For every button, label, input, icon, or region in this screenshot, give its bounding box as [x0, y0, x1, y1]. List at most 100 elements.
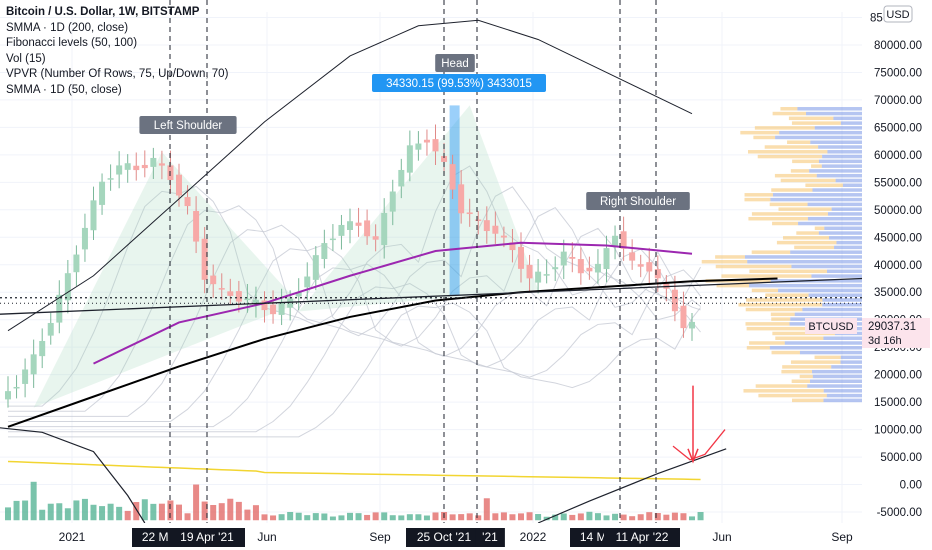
volume-bar	[184, 513, 191, 521]
vpvr-down-bar	[818, 231, 862, 235]
vpvr-down-bar	[770, 197, 862, 202]
legend-line-symbol[interactable]: Bitcoin / U.S. Dollar, 1W, BITSTAMP	[6, 6, 200, 18]
volume-bar	[312, 513, 319, 521]
left-shoulder-zone	[33, 152, 299, 408]
y-tick-label: 35000.00	[874, 287, 922, 299]
vpvr-up-bar	[745, 322, 790, 326]
vpvr-up-bar	[744, 197, 771, 202]
volume-bar	[671, 512, 678, 521]
candle-body	[244, 298, 251, 301]
vpvr-down-bar	[790, 250, 862, 254]
volume-bar	[56, 503, 63, 521]
vpvr-up-bar	[749, 269, 827, 274]
volume-bar	[321, 513, 328, 521]
vpvr-down-bar	[826, 393, 862, 398]
vpvr-up-bar	[805, 183, 843, 188]
volume-bar	[466, 513, 473, 521]
candle-body	[466, 212, 473, 215]
vpvr-down-bar	[772, 193, 862, 197]
vpvr-up-bar	[746, 346, 770, 350]
vpvr-up-bar	[740, 130, 780, 135]
candle-body	[22, 369, 29, 384]
y-tick-label: -5000.00	[877, 507, 922, 519]
vpvr-down-bar	[827, 212, 862, 216]
volume-bar	[227, 498, 234, 521]
vpvr-up-bar	[782, 365, 832, 369]
right-shoulder-label: Right Shoulder	[600, 196, 676, 208]
volume-bar	[526, 512, 533, 521]
candle-body	[176, 174, 182, 196]
x-tick-label: 2021	[59, 530, 86, 544]
candle-body	[99, 181, 106, 205]
volume-bar	[13, 500, 20, 521]
volume-bar	[381, 512, 388, 521]
volume-bar	[603, 515, 610, 521]
volume-bar	[475, 515, 482, 521]
candle-body	[210, 275, 217, 285]
left-shoulder-label: Left Shoulder	[154, 120, 223, 132]
volume-bar	[73, 500, 80, 521]
vpvr-up-bar	[791, 121, 841, 125]
vpvr-up-bar	[771, 188, 813, 192]
volume-bar	[355, 513, 362, 521]
y-tick-label: 45000.00	[874, 232, 922, 244]
ma-ribbon-line	[8, 302, 701, 438]
vpvr-down-bar	[806, 111, 862, 116]
volume-bar	[107, 503, 114, 521]
volume-bar	[483, 498, 490, 521]
vpvr-down-bar	[812, 369, 862, 374]
currency-badge-bg[interactable]	[883, 5, 913, 23]
vpvr-up-bar	[743, 389, 824, 393]
vpvr-down-bar	[840, 355, 862, 360]
candle-body	[107, 178, 114, 180]
volume-bar	[30, 481, 37, 521]
vpvr-down-bar	[812, 374, 862, 379]
candle-body	[81, 227, 88, 250]
candle-body	[116, 165, 123, 175]
candle-body	[449, 164, 456, 190]
volume-bar	[389, 515, 396, 521]
vpvr-down-bar	[831, 365, 862, 369]
candle-body	[218, 288, 225, 290]
currency-badge[interactable]: USD	[886, 9, 909, 21]
vpvr-up-bar	[814, 355, 841, 360]
vpvr-up-bar	[748, 216, 808, 221]
volume-bar	[39, 509, 46, 521]
candle-body	[261, 300, 268, 311]
legend-line-volume[interactable]: Vol (15)	[6, 52, 46, 65]
volume-bar	[167, 500, 174, 521]
long-ma-curve	[7, 19, 693, 332]
candle-body	[483, 220, 490, 232]
legend-line-smma200[interactable]: SMMA · 1D (200, close)	[6, 21, 129, 34]
legend-line-vpvr[interactable]: VPVR (Number Of Rows, 75, Up/Down, 70)	[6, 68, 229, 80]
vpvr-down-bar	[822, 298, 862, 302]
volume-bar	[252, 505, 259, 521]
volume-bar	[432, 512, 439, 521]
ma-ribbon-line	[8, 165, 701, 407]
candle-body	[458, 184, 465, 214]
x-tick-label: Sep	[369, 530, 391, 544]
vpvr-up-bar	[794, 245, 835, 250]
vpvr-up-bar	[746, 326, 818, 331]
candle-body	[193, 211, 200, 242]
head-zone	[298, 105, 539, 312]
candle-body	[5, 391, 11, 400]
vpvr-up-bar	[769, 202, 808, 207]
vpvr-down-bar	[818, 159, 862, 164]
volume-bar	[680, 513, 687, 521]
candle-body	[124, 163, 131, 170]
candle-body	[227, 291, 234, 296]
vpvr-down-bar	[794, 312, 862, 317]
candle-body	[620, 231, 627, 249]
legend-line-smma50[interactable]: SMMA · 1D (50, close)	[6, 83, 122, 96]
candle-body	[47, 322, 54, 336]
candle-body	[30, 354, 37, 375]
candle-body	[278, 302, 285, 315]
vpvr-up-bar	[751, 288, 779, 293]
volume-bar	[304, 515, 311, 521]
legend-line-fibonacci[interactable]: Fibonacci levels (50, 100)	[6, 37, 138, 49]
volume-bar	[560, 513, 567, 521]
volume-bar	[270, 515, 277, 521]
vpvr-up-bar	[771, 317, 791, 321]
